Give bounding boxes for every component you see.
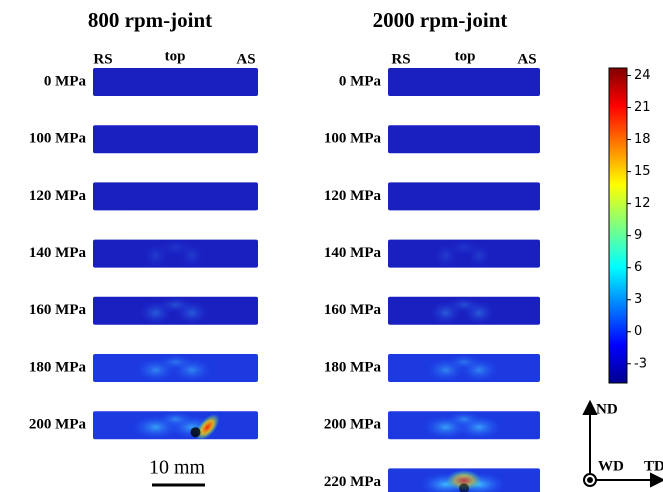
load-label: 120 MPa — [324, 188, 382, 204]
scale-bar-label: 10 mm — [149, 457, 206, 479]
strain-map — [388, 240, 540, 268]
load-label: 100 MPa — [29, 131, 87, 147]
colorbar-tick-label: 6 — [634, 260, 642, 275]
strain-map — [388, 68, 540, 96]
axis-label: WD — [598, 458, 624, 474]
strain-map — [388, 354, 540, 382]
colorbar-tick-label: 15 — [634, 164, 651, 179]
strain-map — [93, 410, 258, 445]
load-label: 200 MPa — [29, 417, 87, 433]
panel-title: 800 rpm-joint — [88, 8, 212, 32]
strain-map — [93, 68, 258, 96]
edge-label: RS — [93, 51, 112, 67]
strain-band — [158, 240, 192, 256]
load-label: 120 MPa — [29, 188, 87, 204]
load-label: 180 MPa — [324, 359, 382, 375]
strain-map — [93, 125, 258, 153]
strain-map — [388, 297, 540, 325]
colorbar-tick-label: 12 — [634, 196, 651, 211]
strain-map — [388, 182, 540, 210]
load-label: 160 MPa — [29, 302, 87, 318]
panel-title: 2000 rpm-joint — [373, 8, 508, 32]
colorbar-tick-label: 21 — [634, 100, 651, 115]
load-label: 0 MPa — [339, 73, 382, 89]
load-label: 100 MPa — [324, 131, 382, 147]
colorbar — [609, 68, 627, 383]
load-label: 0 MPa — [44, 73, 87, 89]
strain-map-bg — [388, 125, 540, 153]
load-label: 140 MPa — [324, 245, 382, 261]
colorbar-tick-label: 24 — [634, 68, 651, 83]
edge-label: top — [455, 48, 476, 64]
load-label: 160 MPa — [324, 302, 382, 318]
strain-map — [93, 297, 258, 325]
load-label: 140 MPa — [29, 245, 87, 261]
colorbar-tick-label: 0 — [634, 324, 642, 339]
edge-label: top — [165, 48, 186, 64]
strain-band — [158, 411, 192, 427]
strain-map — [388, 411, 540, 439]
strain-map-bg — [388, 68, 540, 96]
edge-label: AS — [236, 51, 255, 67]
strain-band — [158, 354, 192, 370]
strain-map — [93, 354, 258, 382]
colorbar-tick-label: 9 — [634, 228, 642, 243]
load-label: 180 MPa — [29, 359, 87, 375]
axis-label: TD — [644, 458, 663, 474]
strain-map — [388, 468, 540, 492]
strain-band — [448, 297, 480, 313]
colorbar-tick-label: 3 — [634, 292, 642, 307]
strain-map-bg — [93, 125, 258, 153]
strain-band — [448, 411, 480, 427]
edge-label: AS — [517, 51, 536, 67]
figure: ND WD TD 10 mm 800 rpm-joint RS top AS 0 MPa… — [0, 0, 663, 492]
load-label: 220 MPa — [324, 474, 382, 490]
strain-band — [448, 240, 480, 256]
strain-map-bg — [93, 182, 258, 210]
strain-peak — [191, 427, 201, 437]
strain-band — [448, 354, 480, 370]
axis-label: ND — [596, 401, 618, 417]
strain-map-bg — [388, 182, 540, 210]
strain-band — [158, 297, 192, 313]
strain-map — [93, 182, 258, 210]
load-label: 200 MPa — [324, 417, 382, 433]
strain-map — [93, 240, 258, 268]
strain-map — [388, 125, 540, 153]
colorbar-tick-label: -3 — [634, 356, 647, 371]
colorbar-tick-label: 18 — [634, 132, 651, 147]
strain-map-bg — [93, 68, 258, 96]
edge-label: RS — [391, 51, 410, 67]
